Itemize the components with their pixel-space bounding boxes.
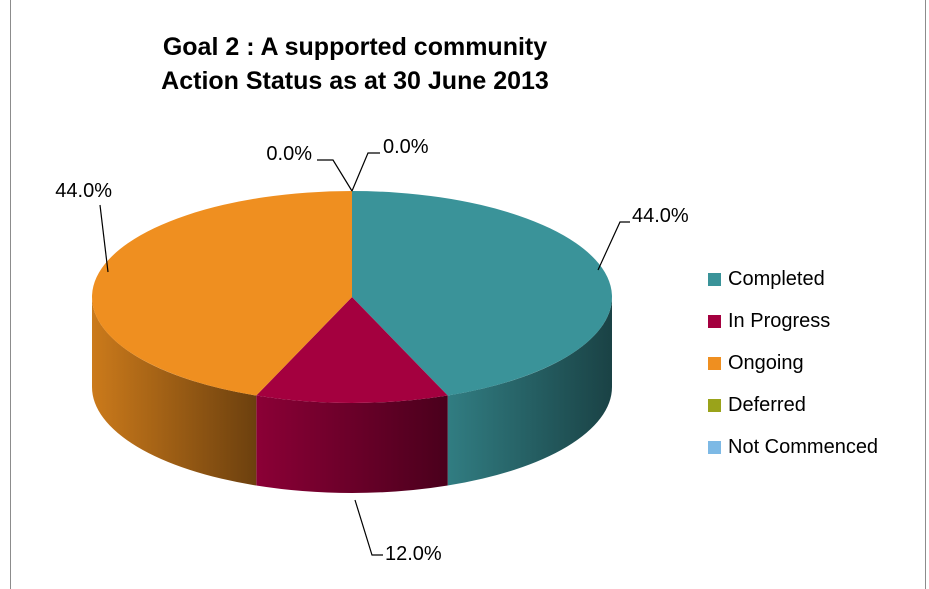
leader-line-completed [597,221,630,271]
pie-side-in-progress [256,395,448,494]
leader-line-ongoing [99,204,109,273]
chart-border-right [925,0,926,589]
pie-side-completed [447,297,612,486]
pie-side-ongoing [92,297,257,486]
data-label-ongoing: 44.0% [55,180,112,202]
data-label-completed: 44.0% [632,205,689,227]
data-label-not-commenced: 0.0% [383,136,429,158]
legend-swatch-ongoing [708,356,721,370]
pie-slice-completed [352,191,613,396]
legend-label-deferred: Deferred [728,393,806,416]
legend-swatch-deferred [708,398,721,412]
legend-swatch-completed [708,272,721,286]
chart-title: Goal 2 : A supported community Action St… [0,30,710,98]
legend-item-ongoing: Ongoing [708,342,878,384]
legend-label-not-commenced: Not Commenced [728,435,879,458]
leader-line-not-commenced [351,152,380,192]
chart-title-line-1: Goal 2 : A supported community [162,33,548,61]
data-label-in-progress: 12.0% [385,543,442,565]
legend-item-completed: Completed [708,258,878,300]
pie-slice-ongoing [92,191,353,396]
legend-label-ongoing: Ongoing [728,351,804,374]
data-label-deferred: 0.0% [266,143,312,165]
legend-swatch-in-progress [708,314,721,328]
legend-item-in-progress: In Progress [708,300,878,342]
chart-title-line-2: Action Status as at 30 June 2013 [161,67,549,95]
legend-label-completed: Completed [728,267,825,290]
legend-item-not-commenced: Not Commenced [708,426,878,468]
chart-border-left [10,0,11,589]
legend: Completed In Progress Ongoing Deferred N… [708,258,878,468]
legend-swatch-not-commenced [708,440,721,454]
leader-line-in-progress [354,499,383,556]
legend-item-deferred: Deferred [708,384,878,426]
leader-line-deferred [317,159,353,192]
legend-label-in-progress: In Progress [728,309,831,332]
pie-slice-in-progress [256,297,448,404]
